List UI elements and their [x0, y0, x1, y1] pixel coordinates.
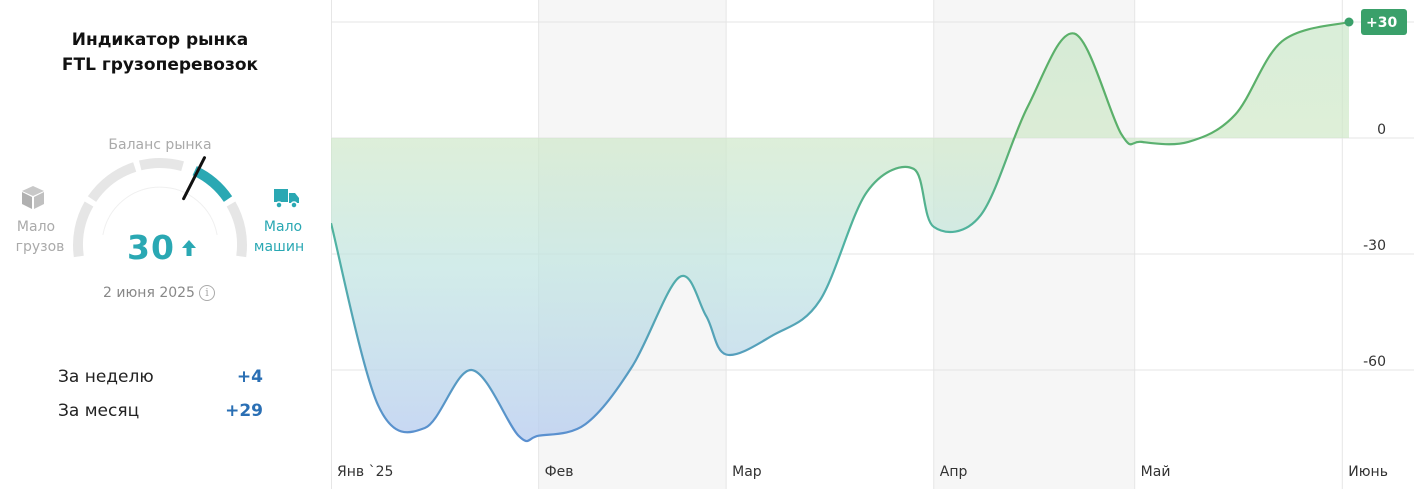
- few-trucks-label-line-1: Мало: [263, 219, 303, 235]
- stat-week-value: +4: [236, 367, 263, 387]
- panel-title-line-1: Индикатор рынка: [71, 30, 249, 50]
- stat-month-value: +29: [225, 401, 263, 421]
- box-icon: [22, 186, 44, 209]
- gauge-value: 30: [127, 228, 175, 267]
- market-index-chart: 0 -30 -60 Янв `25 Фев Мар Апр Май Июнь +30: [331, 0, 1414, 489]
- stat-row-week: За неделю +4: [58, 367, 263, 387]
- few-trucks-label-line-2: машин: [253, 239, 305, 255]
- y-tick-label: -30: [1363, 238, 1386, 254]
- y-tick-label: -60: [1363, 354, 1386, 370]
- series-line: [331, 20, 1350, 443]
- x-tick-label: Апр: [940, 464, 968, 480]
- market-indicator-panel: Индикатор рынка FTL грузоперевозок Балан…: [0, 0, 331, 489]
- y-tick-label: 0: [1377, 122, 1386, 138]
- panel-title-line-2: FTL грузоперевозок: [61, 55, 259, 75]
- x-axis-ticks: Янв `25 Фев Мар Апр Май Июнь: [337, 464, 1388, 480]
- gauge-segment: [73, 201, 94, 258]
- x-tick-label: Июнь: [1348, 464, 1388, 480]
- x-tick-label: Мар: [732, 464, 762, 480]
- gauge-segment: [87, 162, 137, 203]
- x-tick-label: Фев: [545, 464, 574, 480]
- few-cargo-label-line-1: Мало: [16, 219, 56, 235]
- stat-week-label: За неделю: [58, 367, 154, 387]
- x-tick-label: Янв `25: [337, 464, 393, 480]
- indicator-date: 2 июня 2025: [103, 285, 195, 301]
- y-axis-ticks: 0 -30 -60: [1363, 122, 1386, 370]
- gauge-needle: [182, 156, 206, 201]
- x-tick-label: Май: [1141, 464, 1171, 480]
- gauge-segment: [138, 158, 184, 172]
- few-cargo-label-line-2: грузов: [15, 239, 65, 255]
- balance-label: Баланс рынка: [108, 137, 212, 153]
- current-value-dot: [1344, 17, 1354, 27]
- month-band: [933, 0, 1135, 489]
- gauge-segment: [226, 201, 247, 258]
- current-value-badge: [1361, 9, 1407, 35]
- balance-gauge: [22, 156, 299, 258]
- arrow-up-icon: [181, 239, 196, 256]
- indicator-date-row: 2 июня 2025 i: [0, 285, 318, 301]
- series-area: [331, 22, 1349, 442]
- stat-month-label: За месяц: [58, 401, 140, 421]
- current-value-label: +30: [1366, 15, 1397, 31]
- info-icon[interactable]: i: [198, 285, 215, 301]
- gauge-inner-arc: [102, 186, 218, 235]
- stat-row-month: За месяц +29: [58, 401, 263, 421]
- truck-icon: [274, 189, 299, 209]
- gauge-segment: [192, 166, 233, 203]
- gauge-value-row: 30: [127, 228, 197, 267]
